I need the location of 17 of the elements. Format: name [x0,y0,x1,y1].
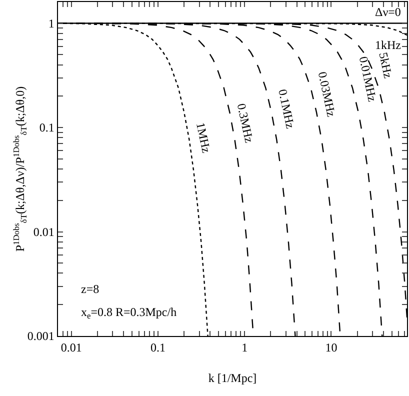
x-tick-label: 10 [325,340,338,355]
annotation: z=8 [81,282,100,296]
y-tick-label: 0.001 [27,329,54,344]
text: 1MHz [193,121,214,154]
series-label: Δν=0 [375,5,401,19]
x-axis-title: k [1/Mpc] [208,371,257,386]
text: 0.1MHz [276,88,298,130]
y-tick-label: 1 [48,16,54,30]
annotation: x$_{e}$=0.8 R=0.3Mpc/h [81,305,177,321]
series-label: 1kHz [375,38,401,52]
x-tick-label: 0.01 [60,340,82,355]
text: 0.03MHz [315,70,339,118]
text: 0.3MHz [234,102,256,144]
y-tick-label: 0.01 [33,224,54,239]
x-tick-label: 1 [242,340,248,355]
x-tick-label: 0.1 [150,340,166,355]
y-tick-label: 0.1 [39,120,54,135]
